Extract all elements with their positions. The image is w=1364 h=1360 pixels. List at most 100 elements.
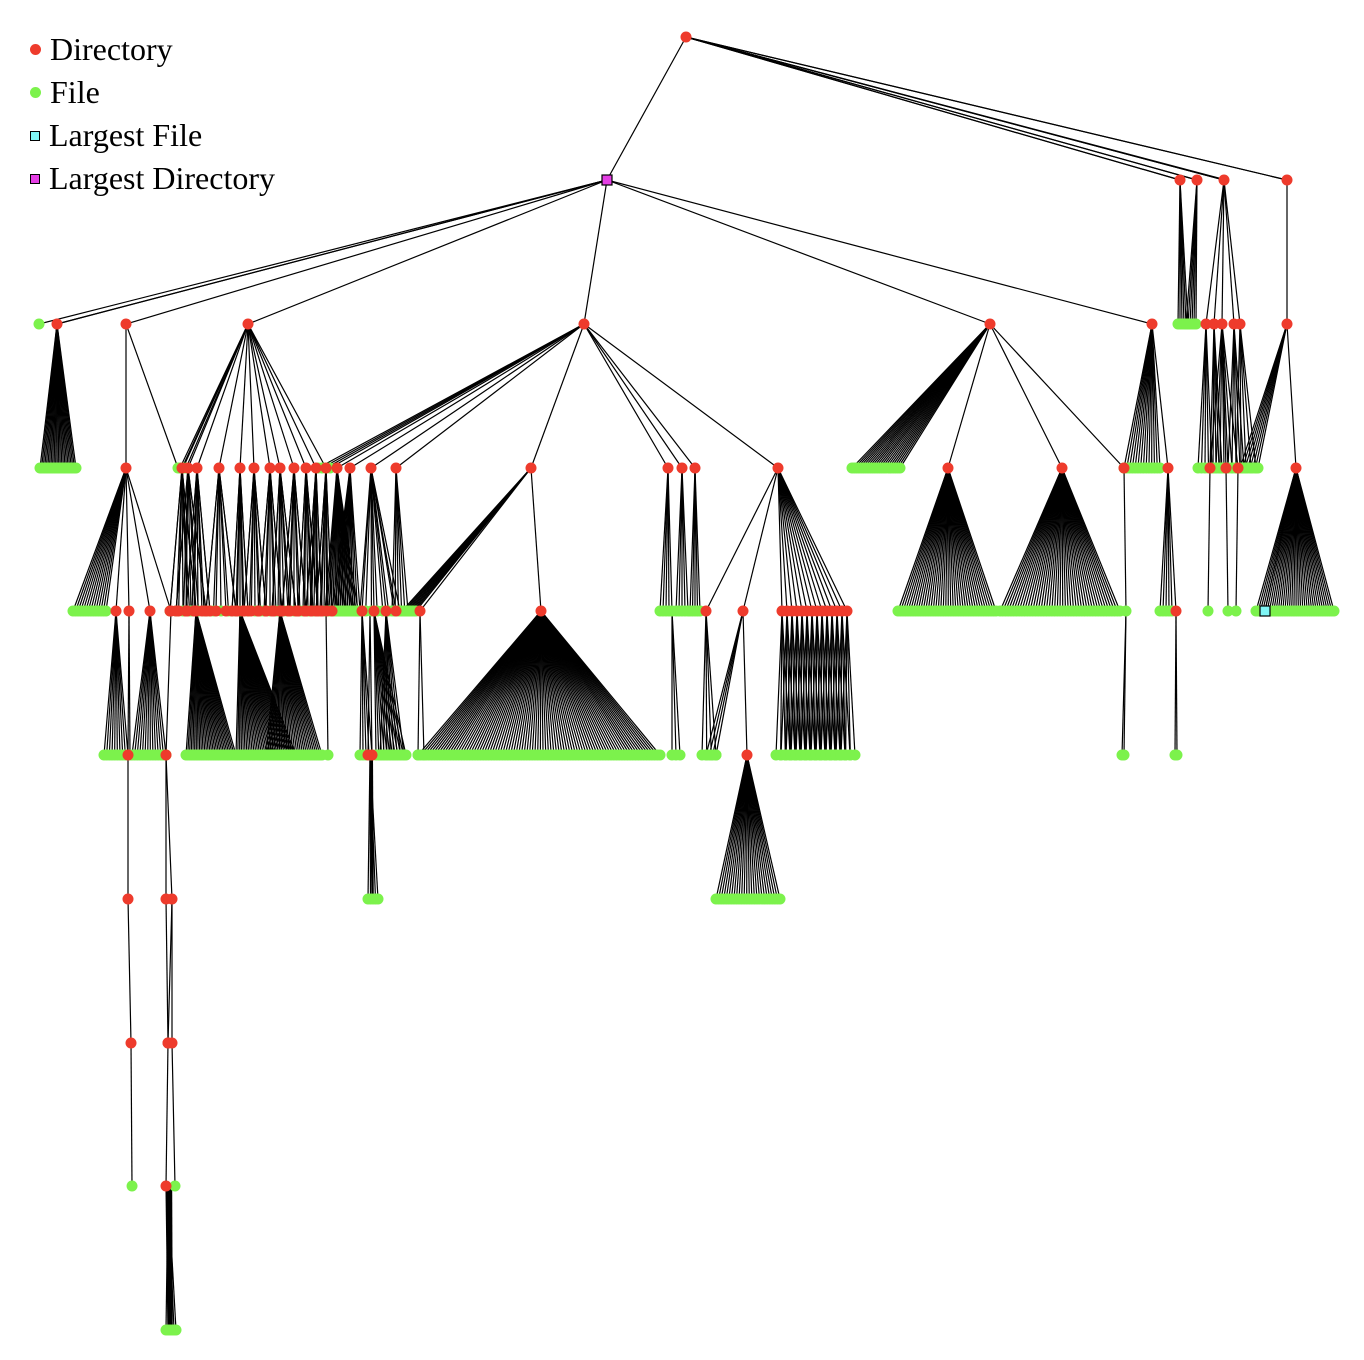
tree-edge <box>187 467 192 612</box>
tree-edge <box>705 610 708 756</box>
tree-edge <box>805 610 813 756</box>
tree-edge <box>742 467 779 612</box>
tree-edge <box>780 610 788 756</box>
tree-edge <box>149 610 167 756</box>
tree-edge <box>671 610 681 756</box>
tree-edge <box>370 467 390 612</box>
directory-node <box>160 1180 172 1192</box>
tree-edge <box>385 610 405 756</box>
directory-node <box>1220 462 1232 474</box>
directory-node <box>326 605 338 617</box>
directory-node <box>274 462 286 474</box>
tree-edge <box>239 467 245 612</box>
legend-label-file: File <box>50 74 100 110</box>
directory-node <box>284 605 296 617</box>
tree-edge <box>800 610 808 756</box>
tree-edge <box>701 610 707 756</box>
tree-edge <box>165 898 169 1044</box>
tree-edge <box>1207 467 1211 612</box>
tree-edge <box>185 467 198 612</box>
directory-node <box>180 605 192 617</box>
tree-edge <box>125 467 151 612</box>
directory-node <box>331 462 343 474</box>
tree-edge <box>187 467 200 612</box>
file-node <box>1120 605 1132 617</box>
directory-node <box>264 462 276 474</box>
directory-node <box>841 605 853 617</box>
tree-edge <box>370 467 378 612</box>
tree-edge <box>790 610 798 756</box>
tree-edge <box>127 898 132 1044</box>
tree-edge <box>175 467 189 612</box>
tree-edge <box>742 610 748 756</box>
tree-edge <box>247 323 327 469</box>
tree-edge <box>130 1042 133 1187</box>
file-node <box>1222 605 1234 617</box>
tree-edge <box>790 610 793 756</box>
directory-node <box>234 462 246 474</box>
tree-edge <box>899 323 991 469</box>
directory-node <box>162 1037 174 1049</box>
tree-edge <box>840 610 843 756</box>
tree-edge <box>777 467 793 612</box>
tree-edge <box>191 467 198 612</box>
directory-node <box>1204 462 1216 474</box>
directory-node <box>1056 462 1068 474</box>
red-circle-icon <box>30 44 41 55</box>
tree-edge <box>105 467 127 612</box>
tree-edge <box>667 467 673 612</box>
tree-edge <box>989 323 1063 469</box>
magenta-square-icon <box>30 173 40 184</box>
tree-edge <box>253 467 267 612</box>
tree-edge <box>212 467 220 612</box>
directory-node <box>535 605 547 617</box>
tree-edge <box>685 36 1198 181</box>
tree-edge <box>1233 323 1245 469</box>
file-node <box>33 318 45 330</box>
file-node <box>126 1180 138 1192</box>
tree-edge <box>185 323 249 469</box>
directory-node <box>1281 174 1293 186</box>
legend-label-directory: Directory <box>50 31 173 67</box>
tree-edge <box>325 467 333 612</box>
tree-edge <box>540 610 661 756</box>
tree-edge <box>775 610 783 756</box>
directory-node <box>288 462 300 474</box>
directory-node <box>182 462 194 474</box>
directory-node <box>662 462 674 474</box>
tree-edge <box>1239 323 1247 469</box>
tree-edge <box>777 467 848 612</box>
directory-node <box>1162 462 1174 474</box>
tree-edge <box>127 610 130 756</box>
tree-edge <box>205 467 220 612</box>
tree-edge <box>777 467 808 612</box>
tree-edge <box>777 467 803 612</box>
directory-node <box>120 318 132 330</box>
tree-edge <box>369 754 379 900</box>
tree-edge <box>196 467 199 612</box>
directory-node <box>144 605 156 617</box>
tree-edge <box>369 610 373 756</box>
directory-node <box>320 462 332 474</box>
tree-edge <box>395 323 585 469</box>
tree-edge <box>38 179 608 325</box>
tree-edge <box>417 610 421 756</box>
tree-edge <box>989 323 1125 469</box>
tree-edge <box>810 610 813 756</box>
file-node <box>170 1324 182 1336</box>
tree-edge <box>1123 467 1127 612</box>
directory-node <box>123 605 135 617</box>
file-node <box>398 749 410 761</box>
tree-edge <box>805 610 808 756</box>
file-node <box>710 749 722 761</box>
tree-edge <box>715 610 744 756</box>
tree-edge <box>253 467 256 612</box>
tree-edge <box>1223 179 1235 325</box>
directory-node <box>200 605 212 617</box>
directory-node <box>1208 318 1220 330</box>
tree-edge <box>947 467 997 612</box>
tree-edge <box>530 323 585 469</box>
tree-edge <box>685 36 1288 181</box>
tree-edge <box>125 179 608 325</box>
tree-edge <box>329 323 585 469</box>
